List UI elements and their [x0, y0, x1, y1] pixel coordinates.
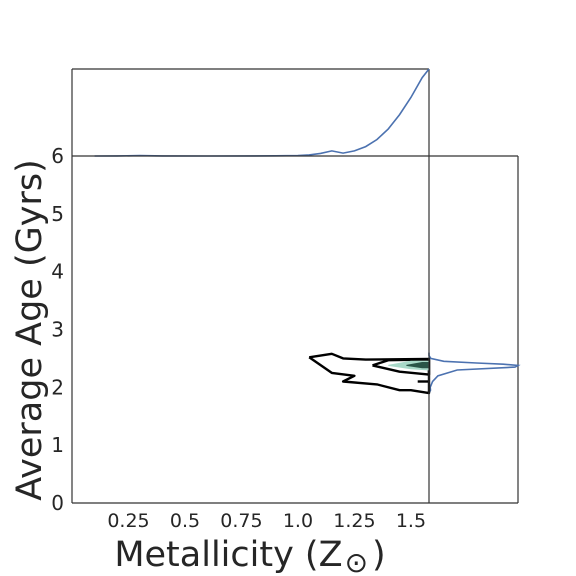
kde-contour-outer	[308, 352, 431, 395]
metallicity-density-curve	[94, 68, 430, 157]
x-tick-label: 1.0	[283, 510, 313, 532]
x-tick-label: 0.75	[220, 510, 262, 532]
y-tick-label: 4	[51, 260, 64, 284]
sun-symbol: ⊙	[345, 546, 368, 576]
y-tick-label: 2	[51, 375, 64, 399]
top-marginal-axes	[71, 68, 430, 157]
y-tick-label: 1	[51, 433, 64, 457]
kde-contours	[308, 352, 431, 395]
x-axis-title: Metallicity (Z⊙)	[114, 535, 385, 576]
main-axes: 0.25 0.5 0.75 1.0 1.25 1.5 0 1 2 3 4 5 6	[51, 144, 431, 532]
y-tick-label: 6	[51, 144, 64, 168]
right-marginal-axes	[428, 155, 521, 504]
x-axis-title-close: )	[372, 535, 386, 575]
x-tick-label: 1.5	[396, 510, 426, 532]
y-tick-label: 3	[51, 318, 64, 342]
x-tick-label: 0.25	[107, 510, 149, 532]
x-tick-label: 0.5	[170, 510, 200, 532]
x-axis-title-text: Metallicity (Z	[114, 535, 342, 575]
age-density-curve	[428, 352, 521, 394]
x-tick-labels: 0.25 0.5 0.75 1.0 1.25 1.5	[107, 510, 426, 532]
y-tick-labels: 0 1 2 3 4 5 6	[51, 144, 64, 515]
y-axis-title: Average Age (Gyrs)	[10, 159, 50, 500]
y-tick-label: 0	[51, 491, 64, 515]
y-tick-label: 5	[51, 202, 64, 226]
x-tick-label: 1.25	[333, 510, 375, 532]
